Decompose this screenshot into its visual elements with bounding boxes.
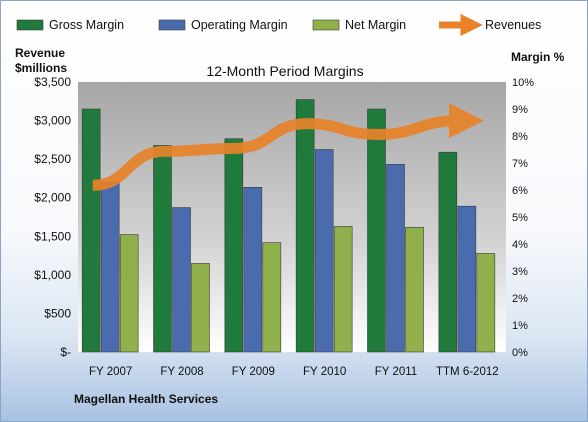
legend-swatch-net-margin bbox=[312, 19, 340, 31]
right-axis-ticks: 0% 1% 2% 3% 4% 5% 6% 7% 8% 9% 10% bbox=[512, 77, 534, 359]
left-tick-label: $3,500 bbox=[34, 75, 71, 89]
category-label: FY 2009 bbox=[232, 366, 275, 378]
left-tick-label: $3,000 bbox=[34, 114, 71, 128]
right-axis-title: Margin % bbox=[511, 50, 565, 64]
left-tick-label: $500 bbox=[44, 306, 71, 320]
left-axis-title-line2: $millions bbox=[15, 61, 67, 75]
bar-gross-margin bbox=[295, 99, 315, 353]
left-axis-ticks: $- $500 $1,000 $1,500 $2,000 $2,500 $3,000 $3,5… bbox=[34, 75, 71, 359]
bar-gross-margin bbox=[367, 108, 386, 353]
category-label: TTM 6-2012 bbox=[436, 366, 499, 378]
category-label: FY 2011 bbox=[375, 366, 417, 378]
left-axis-title-line1: Revenue bbox=[15, 46, 65, 60]
right-tick-label: 5% bbox=[512, 212, 528, 224]
right-tick-label: 4% bbox=[512, 239, 528, 251]
legend-label-revenues: Revenues bbox=[485, 18, 541, 32]
bar-gross-margin bbox=[153, 145, 172, 353]
left-tick-label: $- bbox=[60, 345, 71, 359]
bar-gross-margin bbox=[81, 108, 101, 353]
right-tick-label: 1% bbox=[512, 320, 528, 332]
bar-operating-margin bbox=[457, 205, 477, 353]
right-tick-label: 3% bbox=[512, 266, 528, 278]
category-label: FY 2007 bbox=[89, 366, 132, 378]
left-tick-label: $1,500 bbox=[34, 229, 71, 243]
bar-net-margin bbox=[191, 263, 210, 353]
bar-gross-margin bbox=[224, 138, 244, 353]
bar-operating-margin bbox=[243, 187, 263, 353]
legend-swatch-gross-margin bbox=[16, 19, 44, 31]
legend-swatch-operating-margin bbox=[158, 19, 186, 31]
right-tick-label: 2% bbox=[512, 293, 528, 305]
right-tick-label: 10% bbox=[512, 77, 534, 89]
bars-group bbox=[81, 99, 496, 353]
bar-operating-margin bbox=[314, 149, 334, 353]
company-name: Magellan Health Services bbox=[74, 392, 218, 406]
category-labels: FY 2007 FY 2008 FY 2009 FY 2010 FY 2011 TTM 6… bbox=[89, 366, 499, 378]
right-tick-label: 0% bbox=[512, 347, 528, 359]
bar-net-margin bbox=[262, 242, 282, 353]
legend-label-net-margin: Net Margin bbox=[345, 18, 406, 32]
left-tick-label: $1,000 bbox=[34, 268, 71, 282]
bar-gross-margin bbox=[438, 151, 458, 353]
bar-operating-margin bbox=[172, 207, 191, 353]
bar-net-margin bbox=[405, 226, 424, 353]
right-tick-label: 9% bbox=[512, 104, 528, 116]
bar-operating-margin bbox=[386, 164, 405, 353]
bar-operating-margin bbox=[100, 181, 120, 353]
legend-label-gross-margin: Gross Margin bbox=[49, 18, 124, 32]
chart-legend: Gross Margin Operating Margin Net Margin Re… bbox=[16, 13, 541, 37]
bar-net-margin bbox=[119, 234, 139, 353]
revenue-line-group bbox=[92, 102, 484, 191]
category-label: FY 2010 bbox=[303, 366, 346, 378]
left-tick-label: $2,500 bbox=[34, 152, 71, 166]
chart-title: 12-Month Period Margins bbox=[206, 63, 363, 79]
revenue-line bbox=[92, 102, 484, 191]
right-tick-label: 8% bbox=[512, 131, 528, 143]
legend-label-operating-margin: Operating Margin bbox=[191, 18, 288, 32]
right-tick-label: 6% bbox=[512, 185, 528, 197]
bar-net-margin bbox=[333, 226, 353, 353]
category-label: FY 2008 bbox=[160, 366, 203, 378]
bar-net-margin bbox=[476, 253, 496, 353]
right-tick-label: 7% bbox=[512, 158, 528, 170]
left-tick-label: $2,000 bbox=[34, 191, 71, 205]
